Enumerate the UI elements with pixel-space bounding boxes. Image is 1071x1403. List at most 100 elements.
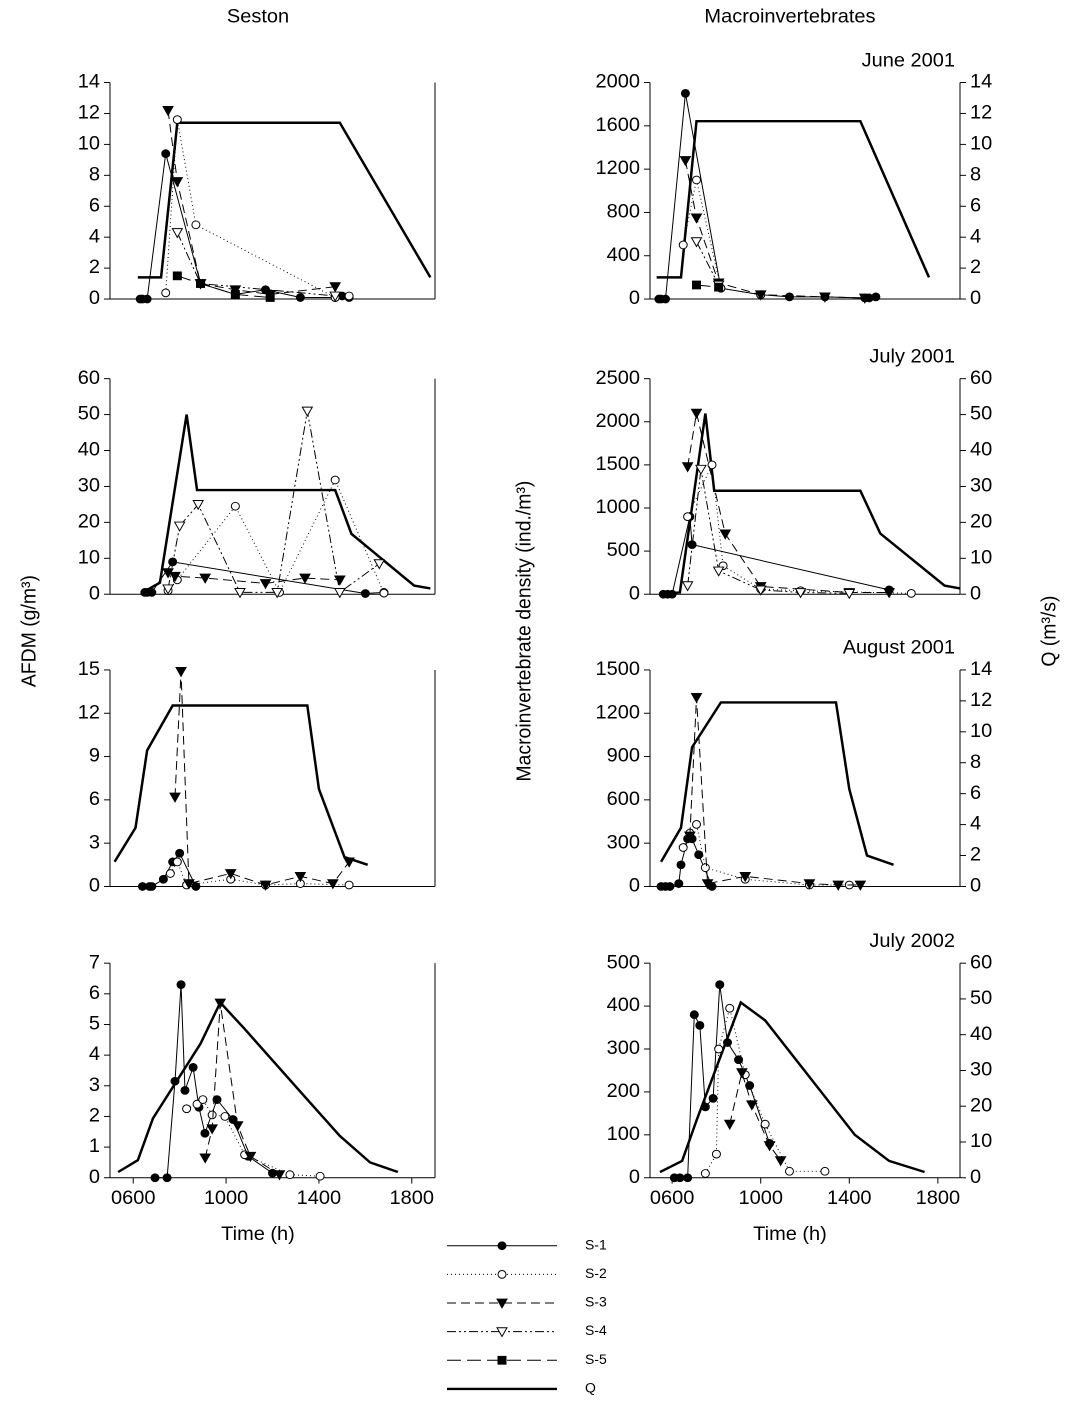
marker <box>754 585 767 596</box>
marker <box>343 857 355 868</box>
column-title: Macroinvertebrates <box>704 6 875 28</box>
marker <box>171 177 184 188</box>
y-tick-label: 400 <box>607 994 640 1016</box>
y2-tick-label: 0 <box>970 1166 981 1188</box>
marker <box>165 869 175 878</box>
marker <box>723 1038 732 1047</box>
marker <box>142 294 152 304</box>
x-tick-label: 0600 <box>111 1187 156 1209</box>
y-tick-label: 6 <box>89 982 100 1004</box>
series-line <box>659 1000 925 1174</box>
series-line <box>137 121 432 279</box>
y-tick-label: 2000 <box>596 71 641 93</box>
marker <box>234 588 246 599</box>
y-tick-label: 1500 <box>596 453 641 475</box>
y-tick-label: 20 <box>78 511 100 533</box>
marker <box>259 579 272 590</box>
y2-tick-label: 0 <box>970 583 981 605</box>
marker <box>832 880 845 891</box>
y2-tick-label: 4 <box>970 226 981 248</box>
y2-tick-label: 50 <box>970 403 992 425</box>
marker <box>681 462 694 473</box>
y-tick-label: 15 <box>78 658 100 680</box>
marker <box>683 1173 693 1183</box>
marker <box>329 291 342 302</box>
marker <box>206 1124 218 1135</box>
series-line <box>704 1008 825 1174</box>
marker <box>497 1241 507 1251</box>
y2-axis-label: Q (m³/s) <box>1038 596 1060 667</box>
marker <box>200 1128 210 1138</box>
y-tick-label: 7 <box>89 952 100 974</box>
marker <box>714 1044 724 1054</box>
series-line <box>729 1070 782 1161</box>
marker <box>214 998 227 1009</box>
marker <box>175 667 187 678</box>
marker <box>667 589 677 599</box>
marker <box>182 1104 192 1114</box>
marker <box>147 588 157 597</box>
marker <box>695 1021 705 1030</box>
marker <box>333 588 346 599</box>
y-tick-label: 1200 <box>596 702 641 724</box>
y-tick-label: 2000 <box>596 410 641 432</box>
y2-tick-label: 8 <box>970 164 981 186</box>
y2-tick-label: 60 <box>970 952 992 974</box>
y-tick-label: 0 <box>629 1166 640 1188</box>
x-tick-label: 1800 <box>916 1187 961 1209</box>
column-title: Seston <box>227 6 289 28</box>
y-tick-label: 0 <box>89 1166 100 1188</box>
marker <box>196 279 206 288</box>
marker <box>207 1110 217 1120</box>
marker <box>192 1099 202 1109</box>
marker <box>162 584 174 595</box>
marker <box>172 857 182 867</box>
marker <box>188 1063 198 1072</box>
marker <box>301 406 314 417</box>
x-axis-label: Time (h) <box>753 1223 827 1245</box>
y-tick-label: 0 <box>629 875 640 897</box>
series-line <box>687 463 912 594</box>
y-tick-label: 3 <box>89 1074 100 1096</box>
marker <box>212 1095 222 1104</box>
marker <box>161 149 171 159</box>
marker <box>683 512 693 521</box>
y2-tick-label: 0 <box>970 287 981 309</box>
marker <box>854 880 867 891</box>
marker <box>820 1166 830 1176</box>
marker <box>714 282 724 292</box>
marker <box>746 1100 758 1111</box>
series-line <box>141 414 431 594</box>
marker <box>171 228 184 239</box>
marker <box>803 879 816 890</box>
marker <box>172 115 182 125</box>
marker <box>161 288 171 298</box>
marker <box>150 1173 160 1183</box>
marker <box>176 980 186 989</box>
marker <box>695 464 707 476</box>
y-tick-label: 2 <box>89 256 100 278</box>
marker <box>199 573 212 584</box>
marker <box>858 293 871 304</box>
marker <box>259 880 272 891</box>
y-tick-label: 8 <box>89 164 100 186</box>
y2-tick-label: 2 <box>970 844 981 866</box>
marker <box>162 1173 172 1183</box>
marker <box>719 529 732 540</box>
marker <box>294 871 307 883</box>
marker <box>330 475 340 485</box>
y-tick-label: 10 <box>78 547 100 569</box>
y2-tick-label: 60 <box>970 367 992 389</box>
series-line <box>663 516 890 595</box>
marker <box>689 1010 699 1020</box>
panel-title: July 2002 <box>869 930 955 952</box>
y2-tick-label: 10 <box>970 1130 992 1152</box>
marker <box>700 863 710 873</box>
marker <box>230 501 240 511</box>
marker <box>191 882 201 891</box>
marker <box>329 282 342 293</box>
y-tick-label: 4 <box>89 226 100 248</box>
marker <box>665 882 675 891</box>
legend-label: S-5 <box>585 1352 607 1367</box>
